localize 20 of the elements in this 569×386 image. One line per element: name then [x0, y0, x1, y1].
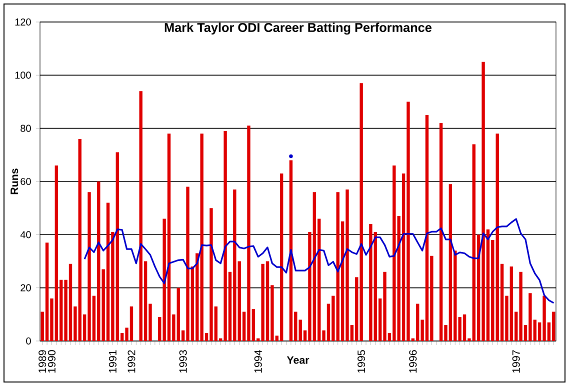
x-tick-label: 1993	[179, 350, 187, 373]
x-tick-label: 1995	[358, 350, 366, 373]
y-tick-label: 80	[20, 124, 31, 132]
y-axis-title: Runs	[10, 168, 18, 194]
x-tick-label: 1991	[108, 350, 116, 373]
y-tick-label: 0	[26, 337, 31, 345]
y-tick-label: 100	[15, 72, 31, 79]
y-tick-label: 20	[20, 284, 31, 292]
y-tick-label: 120	[15, 18, 31, 26]
x-tick-label: 1989	[38, 350, 46, 373]
y-tick-label: 40	[20, 231, 31, 238]
bar	[280, 174, 284, 341]
x-tick-label: 1992	[128, 350, 136, 373]
x-axis-title: Year	[286, 356, 310, 364]
chart-title: Mark Taylor ODI Career Batting Performance	[164, 22, 432, 35]
x-tick-label: 1996	[409, 350, 417, 373]
x-tick-label: 1990	[48, 350, 56, 373]
y-tick-label: 60	[20, 178, 31, 186]
x-tick-label: 1997	[512, 350, 520, 373]
x-tick-label: 1994	[254, 350, 262, 373]
